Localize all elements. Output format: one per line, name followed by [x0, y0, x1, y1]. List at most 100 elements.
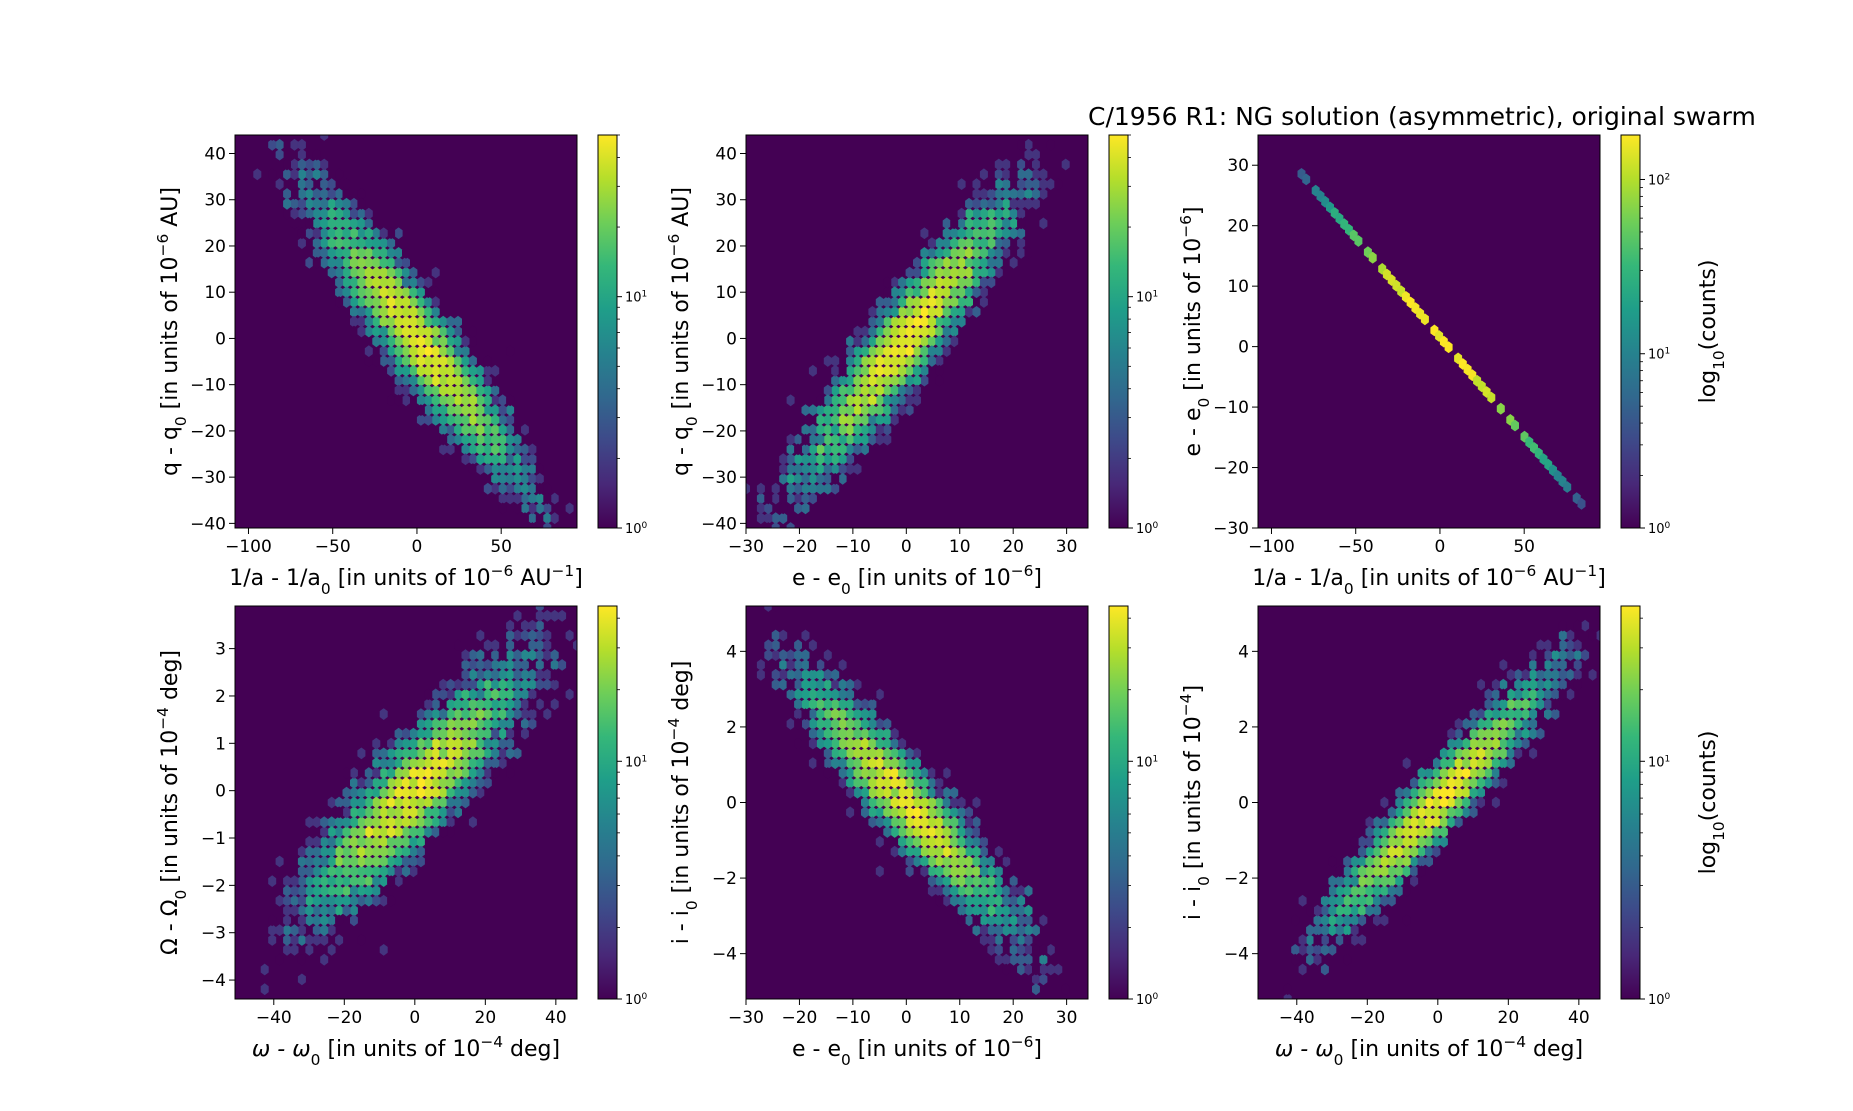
- hexbin-cell: [268, 135, 277, 141]
- hexbin-cell: [1387, 875, 1396, 887]
- hexbin-cell: [771, 522, 780, 528]
- hexbin-cell: [898, 306, 907, 318]
- hexbin-cell: [387, 786, 396, 799]
- hexbin-cell: [446, 777, 455, 789]
- hexbin-cell: [994, 217, 1003, 230]
- hexbin-cell: [312, 178, 321, 190]
- hexbin-cell: [431, 335, 440, 348]
- hexbin-cell: [416, 276, 425, 289]
- hexbin-cell: [468, 708, 477, 720]
- hexbin-cell: [498, 414, 507, 426]
- hexbin-cell: [994, 944, 1003, 956]
- hexbin-cell: [350, 237, 358, 249]
- hexbin-cell: [513, 668, 522, 681]
- hexbin-cell: [1506, 757, 1515, 770]
- colorbar-tick-label: 100: [1648, 992, 1671, 1008]
- hexbin-cell: [1462, 718, 1471, 730]
- hexbin-cell: [831, 423, 840, 436]
- hexbin-cell: [927, 286, 936, 299]
- hexbin-cell: [861, 414, 869, 426]
- hexbin-cell: [965, 237, 973, 249]
- hexbin-cell: [935, 266, 944, 279]
- hexbin-cell: [424, 306, 433, 318]
- hexbin-cell: [1335, 904, 1344, 917]
- hexbin-cell: [312, 158, 321, 171]
- hexbin-cell: [528, 668, 537, 681]
- hexbin-cell: [1477, 777, 1485, 789]
- hexbin-cell: [890, 315, 899, 328]
- hexbin-cell: [942, 217, 951, 230]
- hexbin-cell: [920, 306, 929, 318]
- hexbin-cell: [905, 747, 914, 760]
- hexbin-cell: [342, 256, 351, 269]
- hexbin-cell: [364, 855, 373, 868]
- hexbin-cell: [506, 708, 515, 720]
- hexbin-cell: [468, 777, 477, 789]
- hexbin-cell: [987, 237, 996, 249]
- hexbin-cell: [808, 668, 817, 681]
- hexbin-cell: [771, 512, 780, 525]
- hexbin-cell: [431, 816, 440, 828]
- hexbin-cell: [357, 276, 366, 289]
- hexbin-cell: [350, 865, 358, 878]
- hexbin-cell: [965, 875, 973, 887]
- hexbin-cell: [1462, 757, 1471, 770]
- hexbin-cell: [468, 463, 477, 475]
- hexbin-cell: [416, 747, 425, 760]
- hexbin-cell: [890, 355, 899, 367]
- hexbin-cell: [1551, 649, 1560, 661]
- hexbin-cell: [275, 138, 284, 151]
- hexbin-cell: [920, 845, 929, 858]
- hexbin-cell: [1002, 894, 1011, 907]
- hexbin-cell: [483, 423, 492, 436]
- hexbin-cell: [379, 325, 388, 338]
- hexbin-cell: [454, 678, 462, 691]
- hexbin-cell: [402, 286, 410, 299]
- hexbin-cell: [1444, 341, 1453, 354]
- hexbin-cell: [402, 865, 410, 878]
- hexbin-cell: [416, 718, 425, 730]
- hexbin-cell: [838, 384, 847, 397]
- hexbin-cell: [312, 914, 321, 927]
- hexbin-cell: [808, 688, 817, 701]
- hexbin-cell: [905, 767, 914, 779]
- hexbin-cell: [1046, 963, 1055, 976]
- y-tick-label: 10: [715, 283, 737, 303]
- hexbin-cell: [1395, 865, 1404, 878]
- hexbin-cell: [535, 482, 544, 495]
- hexbin-cell: [1410, 777, 1419, 789]
- hexbin-cell: [1032, 983, 1040, 996]
- hexbin-cell: [920, 247, 929, 259]
- hexbin-cell: [890, 767, 899, 779]
- hexbin-cell: [1454, 737, 1463, 750]
- hexbin-cell: [379, 865, 388, 878]
- hexbin-cell: [498, 423, 507, 436]
- hexbin-cell: [861, 355, 869, 367]
- hexbin-cell: [379, 835, 388, 848]
- hexbin-cell: [379, 757, 388, 770]
- hexbin-cell: [831, 482, 840, 495]
- hexbin-cell: [506, 619, 515, 632]
- hexbin-cell: [409, 757, 418, 770]
- hexbin-cell: [823, 649, 832, 661]
- hexbin-cell: [1420, 313, 1429, 326]
- hexbin-cell: [1491, 718, 1500, 730]
- hexbin-cell: [1024, 953, 1033, 966]
- hexbin-cell: [794, 678, 802, 691]
- hexbin-cell: [950, 875, 959, 887]
- hexbin-cell: [379, 708, 388, 720]
- hexbin-cell: [320, 247, 329, 259]
- hexbin-cell: [342, 296, 351, 308]
- hexbin-cell: [875, 688, 884, 701]
- hexbin-cell: [521, 727, 529, 740]
- hexbin-cell: [883, 433, 892, 446]
- hexbin-cell: [491, 737, 500, 750]
- hexbin-cell: [794, 482, 802, 495]
- hexbin-cell: [528, 502, 537, 515]
- hexbin-cell: [1439, 826, 1448, 838]
- hexbin-cell: [446, 404, 455, 416]
- hexbin-cell: [350, 227, 358, 240]
- hexbin-cell: [1373, 885, 1381, 897]
- hexbin-cell: [297, 894, 306, 907]
